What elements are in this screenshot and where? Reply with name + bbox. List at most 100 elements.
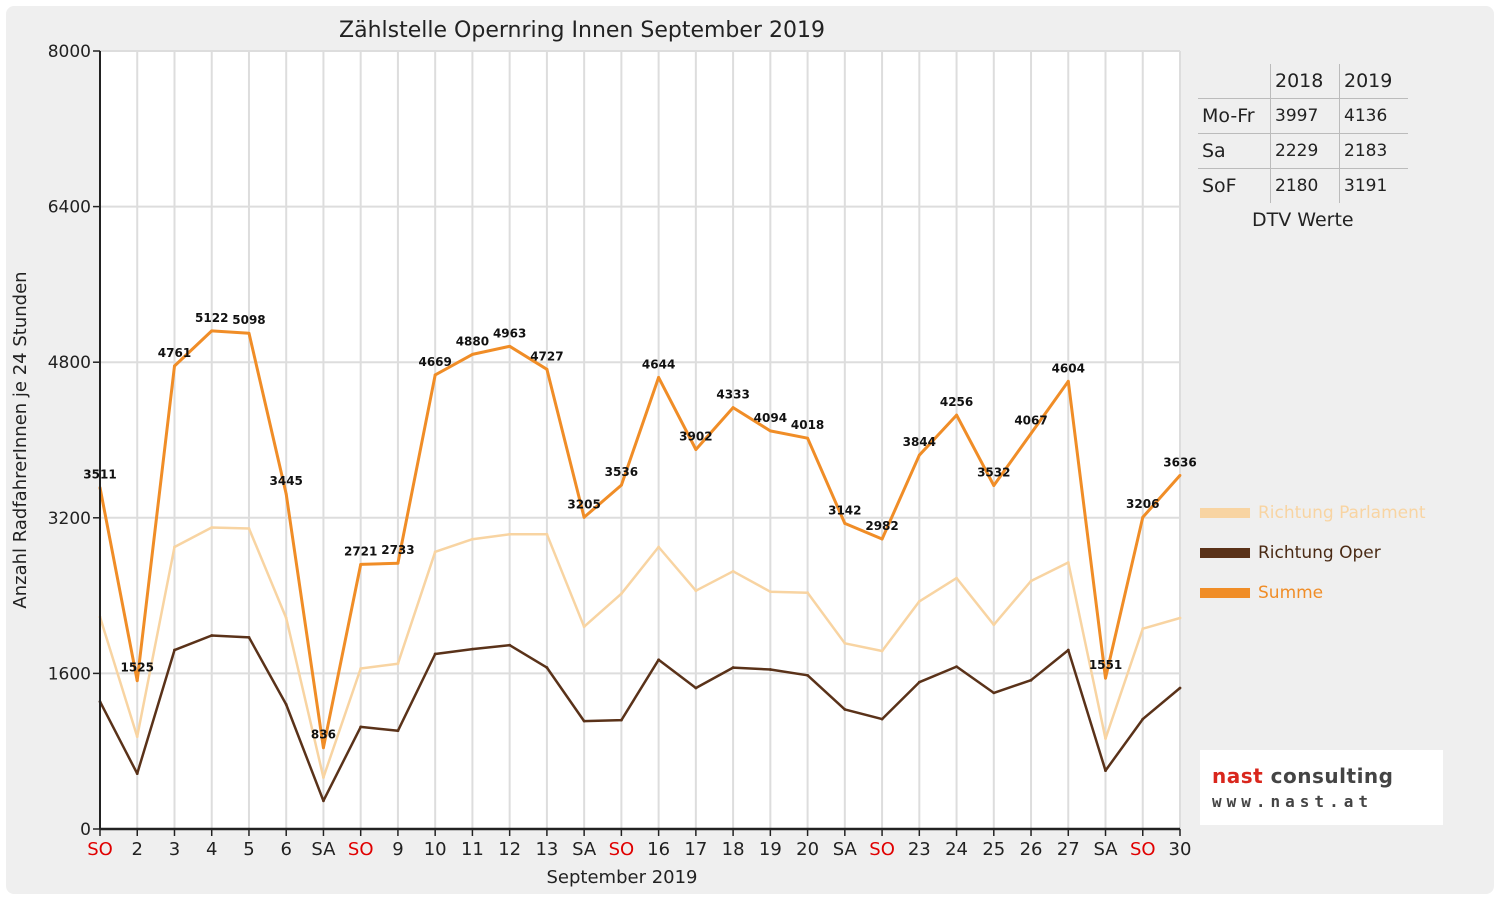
data-label: 3844 — [903, 435, 936, 449]
data-label: 2982 — [865, 519, 898, 533]
data-point — [880, 537, 884, 541]
data-label: 3511 — [83, 468, 116, 482]
y-tick-label: 0 — [80, 820, 91, 840]
data-point — [1104, 676, 1107, 680]
data-point — [322, 799, 325, 803]
dtv-cell: 3191 — [1339, 168, 1408, 203]
data-point — [359, 562, 363, 566]
data-point — [657, 375, 661, 379]
x-tick-label: 5 — [243, 839, 254, 860]
data-point — [135, 679, 139, 683]
data-label: 4067 — [1014, 413, 1047, 427]
data-label: 3205 — [567, 497, 600, 511]
plot-area — [100, 51, 1180, 829]
data-point — [806, 673, 809, 677]
data-point — [322, 746, 325, 750]
data-label: 4761 — [158, 346, 191, 360]
legend-label: Richtung Parlament — [1258, 503, 1426, 523]
data-label: 4333 — [716, 388, 749, 402]
data-point — [768, 429, 772, 433]
x-tick-label: 18 — [722, 839, 745, 860]
data-point — [1141, 627, 1145, 631]
data-point — [247, 331, 251, 335]
data-label: 3206 — [1126, 497, 1159, 511]
data-point — [135, 735, 139, 739]
data-point — [173, 364, 176, 368]
y-tick-label: 4800 — [48, 353, 91, 373]
data-point — [768, 590, 772, 594]
dtv-cell: 4136 — [1339, 98, 1408, 134]
data-point — [433, 652, 437, 656]
data-point — [359, 725, 363, 729]
x-tick-label: 25 — [982, 839, 1005, 860]
data-point — [917, 453, 921, 457]
x-tick-label: 24 — [945, 839, 968, 860]
x-tick-label: 6 — [280, 839, 291, 860]
data-point — [322, 776, 325, 779]
data-point — [657, 545, 661, 549]
chart-title: Zählstelle Opernring Innen September 201… — [339, 18, 825, 43]
data-label: 3445 — [270, 474, 303, 488]
dtv-row-sa: Sa 2229 2183 — [1198, 133, 1408, 169]
series-lines — [98, 329, 1182, 803]
legend-item-oper: Richtung Oper — [1200, 533, 1426, 573]
data-point — [396, 561, 400, 565]
data-label: 1551 — [1089, 658, 1122, 672]
data-point — [210, 526, 214, 529]
data-label: 4644 — [642, 357, 675, 371]
data-point — [173, 545, 176, 549]
x-tick-label: SO — [869, 839, 895, 860]
data-point — [284, 703, 288, 706]
data-point — [1178, 473, 1182, 477]
data-label: 3636 — [1163, 455, 1196, 469]
x-tick-label: 19 — [759, 839, 782, 860]
y-tick-label: 1600 — [48, 664, 91, 684]
x-tick-label: 9 — [392, 839, 403, 860]
data-point — [1066, 379, 1070, 383]
data-point — [396, 729, 400, 733]
data-point — [508, 344, 512, 348]
dtv-row-mo-fr: Mo-Fr 3997 4136 — [1198, 98, 1408, 134]
data-point — [1104, 769, 1107, 773]
data-label: 2733 — [381, 543, 414, 557]
data-label: 4018 — [791, 418, 824, 432]
legend-swatch — [1200, 508, 1250, 518]
data-label: 3902 — [679, 430, 712, 444]
x-tick-label: SO — [609, 839, 635, 860]
dtv-cell: 3997 — [1270, 98, 1340, 134]
data-point — [992, 691, 996, 695]
data-point — [545, 666, 549, 669]
data-point — [508, 532, 512, 536]
data-point — [1178, 616, 1182, 620]
x-tick-label: 12 — [498, 839, 521, 860]
data-point — [917, 680, 921, 684]
data-point — [694, 448, 698, 451]
data-point — [284, 616, 288, 620]
x-tick-label: 3 — [169, 839, 180, 860]
data-point — [1104, 737, 1107, 740]
data-point — [1029, 678, 1033, 682]
company-logo: nast consulting www.nast.at — [1200, 750, 1443, 825]
data-point — [471, 647, 474, 651]
data-point — [880, 649, 884, 653]
x-tick-label: 10 — [424, 839, 447, 860]
data-point — [731, 406, 735, 410]
data-label: 4963 — [493, 326, 526, 340]
data-point — [843, 707, 847, 711]
data-point — [433, 550, 437, 554]
data-point — [992, 623, 996, 627]
dtv-row-label: SoF — [1202, 175, 1237, 197]
data-point — [1141, 717, 1145, 721]
data-point — [433, 373, 437, 377]
data-point — [694, 686, 698, 690]
logo-wordmark: nast consulting — [1212, 764, 1393, 788]
data-point — [247, 527, 251, 530]
dtv-header-2019: 2019 — [1339, 64, 1408, 99]
data-label: 4604 — [1052, 361, 1085, 375]
data-point — [471, 537, 474, 541]
data-label: 3532 — [977, 466, 1010, 480]
x-tick-label: 20 — [796, 839, 819, 860]
series-line-parlament — [98, 526, 1181, 779]
data-label: 3142 — [828, 503, 861, 517]
dtv-cell: 2229 — [1270, 133, 1340, 169]
